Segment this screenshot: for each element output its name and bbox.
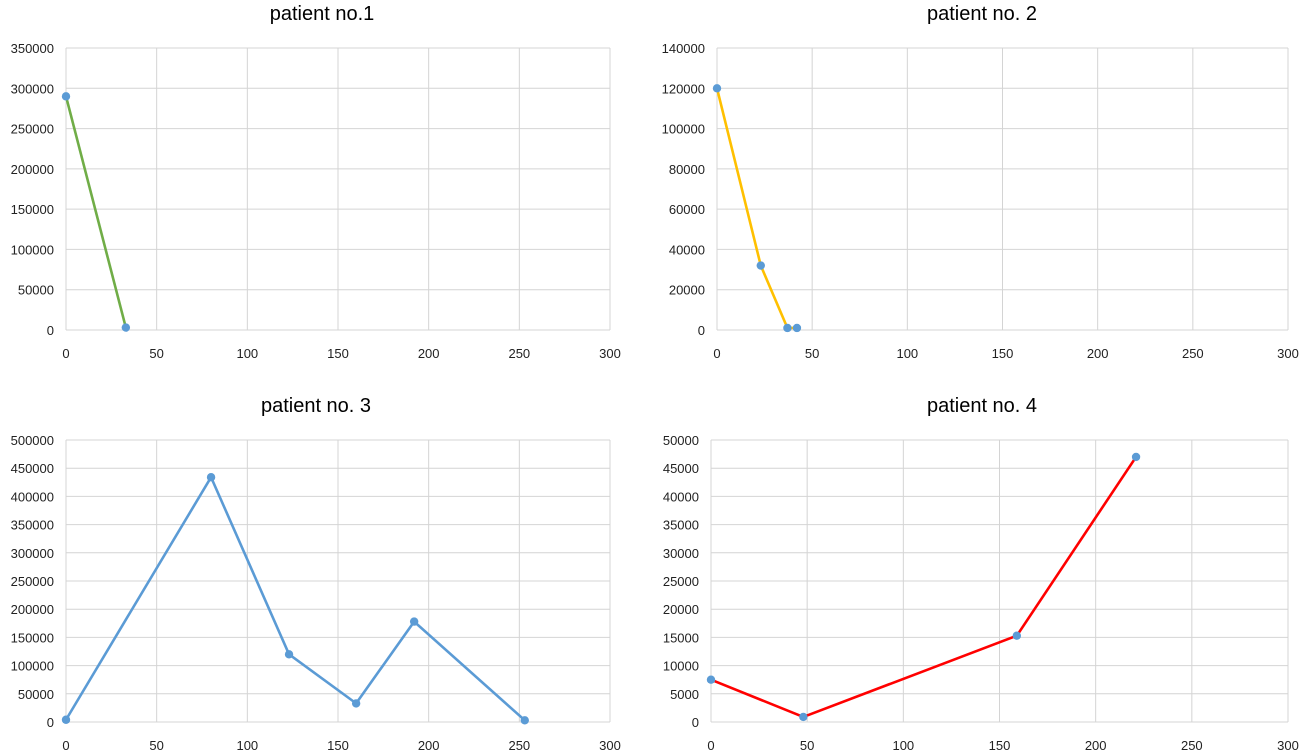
x-tick-label: 100 bbox=[236, 738, 258, 751]
y-tick-label: 40000 bbox=[669, 242, 705, 257]
y-tick-label: 450000 bbox=[11, 461, 54, 476]
x-tick-label: 200 bbox=[1087, 346, 1109, 361]
x-tick-label: 100 bbox=[236, 346, 258, 361]
x-tick-label: 0 bbox=[713, 346, 720, 361]
y-tick-label: 100000 bbox=[662, 122, 705, 137]
x-tick-label: 250 bbox=[1181, 738, 1203, 751]
chart-title: patient no. 2 bbox=[927, 3, 1037, 25]
y-tick-label: 50000 bbox=[18, 283, 54, 298]
x-tick-label: 150 bbox=[327, 738, 349, 751]
y-tick-label: 350000 bbox=[11, 518, 54, 533]
y-tick-label: 0 bbox=[692, 715, 699, 730]
x-tick-label: 150 bbox=[327, 346, 349, 361]
chart-panel-patient-4: patient no. 4 0 5000 10000 15000 20000 25000 30… bbox=[663, 395, 1299, 751]
x-tick-label: 100 bbox=[892, 738, 914, 751]
y-tick-label: 120000 bbox=[662, 81, 705, 96]
y-tick-label: 5000 bbox=[670, 687, 699, 702]
y-tick-label: 80000 bbox=[669, 162, 705, 177]
y-tick-label: 300000 bbox=[11, 546, 54, 561]
y-tick-label: 140000 bbox=[662, 41, 705, 56]
y-tick-label: 40000 bbox=[663, 489, 699, 504]
x-tick-label: 50 bbox=[149, 738, 163, 751]
chart-title: patient no.1 bbox=[270, 3, 375, 25]
data-point bbox=[1131, 452, 1141, 462]
y-tick-label: 20000 bbox=[663, 602, 699, 617]
series-line bbox=[64, 475, 526, 722]
x-tick-label: 300 bbox=[1277, 346, 1299, 361]
y-tick-label: 250000 bbox=[11, 574, 54, 589]
data-point bbox=[756, 261, 765, 270]
x-tick-label: 200 bbox=[418, 346, 440, 361]
y-tick-label: 200000 bbox=[11, 162, 54, 177]
x-tick-label: 300 bbox=[599, 738, 621, 751]
x-tick-label: 0 bbox=[62, 346, 69, 361]
x-tick-label: 0 bbox=[62, 738, 69, 751]
y-tick-label: 50000 bbox=[663, 433, 699, 448]
y-tick-label: 30000 bbox=[663, 546, 699, 561]
y-tick-label: 100000 bbox=[11, 659, 54, 674]
x-tick-label: 300 bbox=[1277, 738, 1299, 751]
data-point bbox=[284, 650, 294, 659]
chart-panel-patient-1: patient no.10500001000001500002000002500… bbox=[11, 3, 621, 361]
series-line bbox=[715, 87, 797, 330]
data-point bbox=[351, 699, 361, 708]
series-line bbox=[64, 96, 128, 328]
y-tick-label: 250000 bbox=[11, 122, 54, 137]
y-tick-label: 0 bbox=[47, 323, 54, 338]
series-line bbox=[710, 456, 1138, 719]
y-tick-label: 50000 bbox=[18, 687, 54, 702]
x-tick-label: 250 bbox=[508, 346, 530, 361]
data-point bbox=[792, 323, 802, 333]
y-tick-label: 20000 bbox=[669, 283, 705, 298]
x-tick-label: 150 bbox=[989, 738, 1011, 751]
y-tick-label: 400000 bbox=[11, 489, 54, 504]
y-tick-label: 45000 bbox=[663, 461, 699, 476]
data-point bbox=[706, 675, 716, 684]
y-tick-label: 35000 bbox=[663, 518, 699, 533]
x-tick-label: 300 bbox=[599, 346, 621, 361]
y-tick-label: 500000 bbox=[11, 433, 54, 448]
x-tick-label: 250 bbox=[508, 738, 530, 751]
data-point bbox=[61, 92, 71, 101]
chart-panel-patient-2: patient no. 2 0 20000 40000 60000 80000 100000… bbox=[662, 3, 1299, 361]
y-tick-label: 25000 bbox=[663, 574, 699, 589]
x-tick-label: 200 bbox=[418, 738, 440, 751]
y-tick-label: 0 bbox=[47, 715, 54, 730]
data-point bbox=[121, 323, 131, 332]
data-point bbox=[61, 715, 71, 724]
x-tick-label: 50 bbox=[800, 738, 814, 751]
x-tick-label: 50 bbox=[805, 346, 819, 361]
chart-panel-patient-3: patient no. 3 0 50000 100000 150000 200000 250… bbox=[11, 395, 621, 751]
data-point bbox=[206, 473, 216, 482]
data-point bbox=[409, 617, 419, 626]
y-tick-label: 60000 bbox=[669, 202, 705, 217]
y-tick-label: 0 bbox=[698, 323, 705, 338]
y-tick-label: 300000 bbox=[11, 81, 54, 96]
y-tick-label: 15000 bbox=[663, 630, 699, 645]
y-tick-label: 350000 bbox=[11, 41, 54, 56]
x-tick-label: 200 bbox=[1085, 738, 1107, 751]
y-tick-label: 150000 bbox=[11, 202, 54, 217]
x-tick-label: 50 bbox=[149, 346, 163, 361]
chart-title: patient no. 4 bbox=[927, 395, 1037, 417]
x-tick-label: 100 bbox=[896, 346, 918, 361]
x-tick-label: 0 bbox=[707, 738, 714, 751]
y-tick-label: 100000 bbox=[11, 242, 54, 257]
y-tick-label: 150000 bbox=[11, 630, 54, 645]
data-point bbox=[1012, 631, 1022, 640]
x-tick-label: 150 bbox=[992, 346, 1014, 361]
data-point bbox=[783, 323, 792, 333]
data-point bbox=[799, 712, 808, 722]
y-tick-label: 10000 bbox=[663, 659, 699, 674]
x-tick-label: 250 bbox=[1182, 346, 1204, 361]
data-point bbox=[712, 84, 722, 93]
data-point bbox=[520, 716, 529, 725]
y-tick-label: 200000 bbox=[11, 602, 54, 617]
chart-title: patient no. 3 bbox=[261, 395, 371, 417]
